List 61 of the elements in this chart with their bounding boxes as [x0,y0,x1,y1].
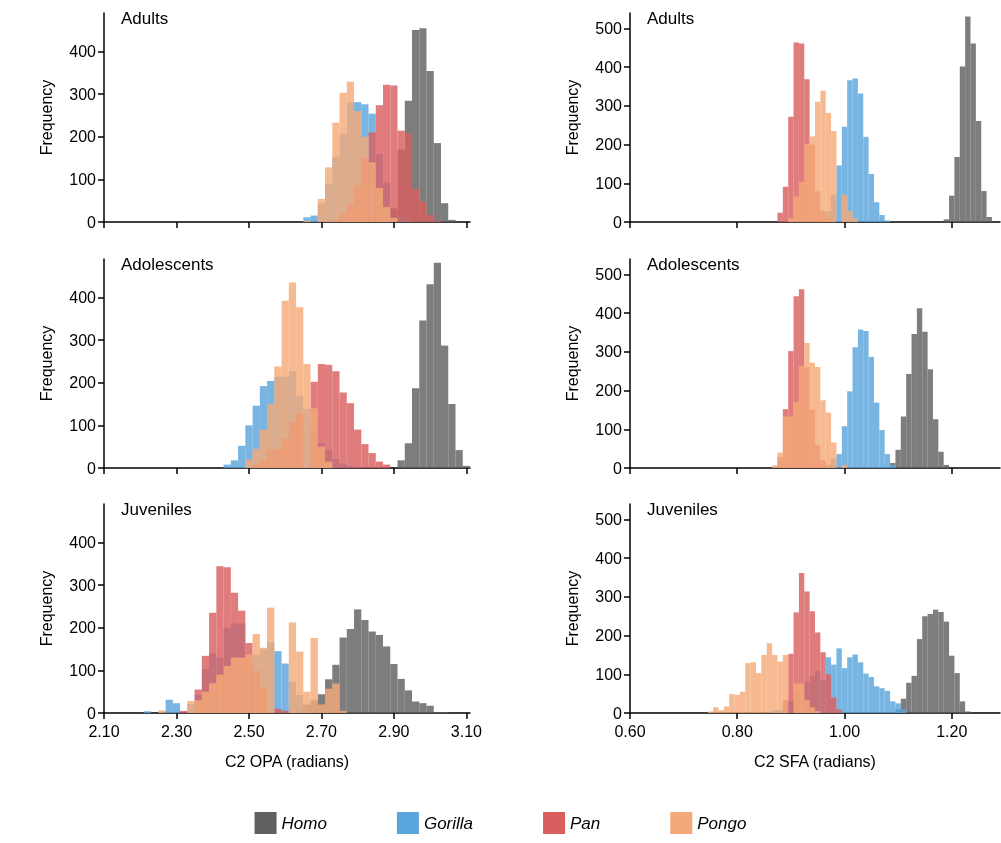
x-tick-label: 2.10 [88,722,120,740]
y-tick-label: 300 [69,576,97,594]
x-tick-label: 0.80 [721,722,753,740]
chart-title: Juveniles [121,500,192,519]
legend-label: Gorilla [423,813,474,833]
y-tick-label: 400 [69,288,97,306]
x-axis-title: C2 OPA (radians) [224,752,350,770]
y-tick-label: 100 [595,174,623,192]
y-tick-label: 200 [69,128,97,146]
legend-label: Homo [281,813,327,833]
y-tick-label: 0 [87,459,97,477]
y-tick-label: 200 [69,374,97,392]
y-tick-label: 200 [595,627,623,645]
y-tick-label: 300 [595,588,623,606]
y-axis-title: Frequency [563,79,581,156]
y-tick-label: 200 [595,136,623,154]
y-axis-title: Frequency [37,570,55,647]
y-tick-label: 300 [595,343,623,361]
y-tick-label: 100 [69,416,97,434]
y-axis-title: Frequency [37,325,55,402]
x-tick-label: 2.70 [305,722,338,740]
y-tick-label: 500 [595,265,623,283]
y-tick-label: 300 [69,85,97,103]
x-tick-label: 1.00 [828,722,861,740]
y-tick-label: 0 [613,704,623,722]
y-tick-label: 0 [87,704,97,722]
y-tick-label: 0 [87,213,97,231]
chart-title: Adults [121,9,169,28]
y-axis-title: Frequency [563,325,581,402]
y-tick-label: 400 [69,42,97,60]
x-tick-label: 2.30 [160,722,193,740]
chart-title: Adults [647,9,695,28]
y-tick-label: 100 [595,420,623,438]
y-tick-label: 500 [595,510,623,528]
legend-label: Pan [570,813,601,833]
x-tick-label: 2.90 [378,722,410,740]
y-tick-label: 0 [613,213,623,231]
y-tick-label: 400 [595,58,623,76]
y-tick-label: 100 [595,665,623,683]
y-axis-title: Frequency [563,570,581,647]
y-tick-label: 400 [595,304,623,322]
y-tick-label: 200 [595,382,623,400]
y-tick-label: 0 [613,459,623,477]
chart-title: Juveniles [647,500,718,519]
chart-title: Adolescents [647,255,740,274]
y-axis-title: Frequency [37,79,55,156]
x-tick-label: 3.10 [450,722,483,740]
x-tick-label: 1.20 [936,722,968,740]
y-tick-label: 400 [69,533,97,551]
y-tick-label: 200 [69,619,97,637]
y-tick-label: 100 [69,661,97,679]
legend-label: Pongo [697,813,747,833]
x-tick-label: 0.60 [614,722,646,740]
y-tick-label: 400 [595,549,623,567]
y-tick-label: 500 [595,19,623,37]
y-tick-label: 100 [69,170,97,188]
x-axis-title: C2 SFA (radians) [754,752,876,770]
x-tick-label: 2.50 [233,722,265,740]
y-tick-label: 300 [69,331,97,349]
y-tick-label: 300 [595,97,623,115]
chart-title: Adolescents [121,255,214,274]
